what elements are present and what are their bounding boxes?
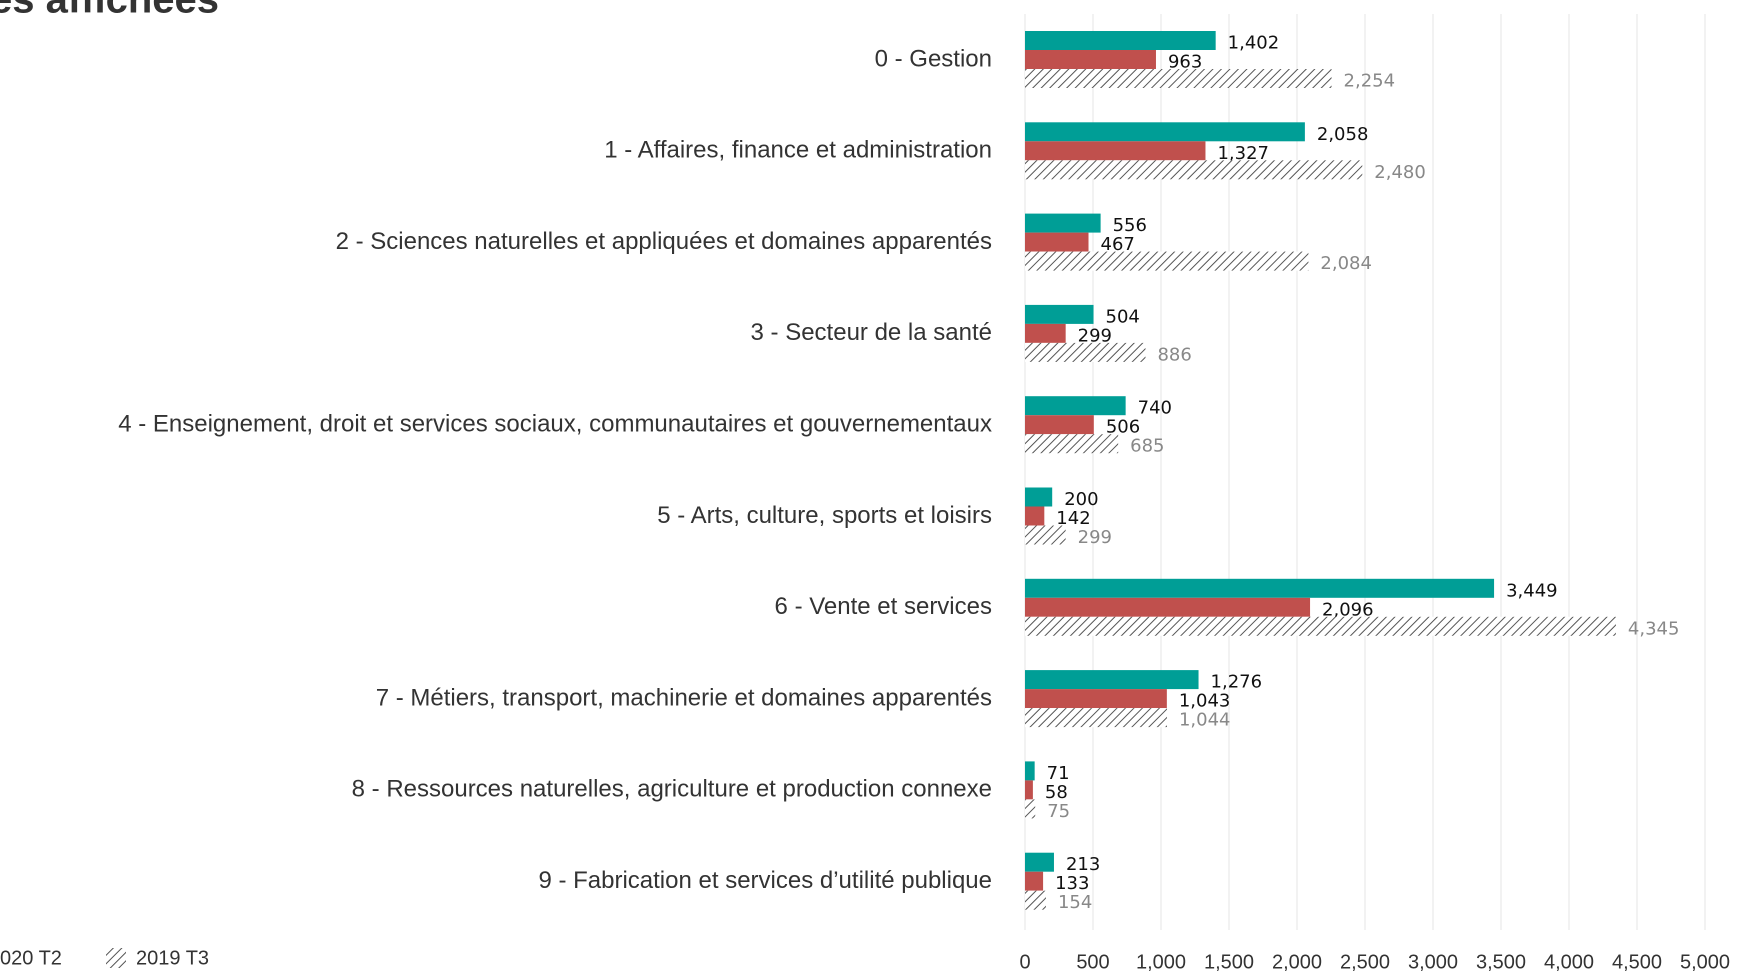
value-label: 2,254 xyxy=(1344,71,1396,92)
value-label: 556 xyxy=(1113,215,1147,236)
bar xyxy=(1025,597,1311,617)
bar xyxy=(1025,141,1206,161)
bar xyxy=(1025,160,1363,180)
value-label: 2,480 xyxy=(1374,162,1426,183)
legend-label: 020 T2 xyxy=(0,947,62,969)
bar xyxy=(1025,689,1167,709)
bar xyxy=(1025,69,1332,88)
x-tick-label: 4,000 xyxy=(1544,951,1594,971)
bar xyxy=(1025,670,1199,690)
value-label: 299 xyxy=(1078,325,1112,346)
bar xyxy=(1025,434,1119,454)
category-label: 3 - Secteur de la santé xyxy=(751,319,992,346)
category-label: 8 - Ressources naturelles, agriculture e… xyxy=(352,776,992,803)
x-tick-label: 1,500 xyxy=(1204,951,1254,971)
value-label: 213 xyxy=(1066,854,1100,875)
value-label: 886 xyxy=(1157,344,1191,365)
value-label: 685 xyxy=(1130,436,1164,457)
bar xyxy=(1025,616,1616,636)
bar xyxy=(1025,251,1309,271)
bar xyxy=(1025,342,1146,362)
value-label: 2,096 xyxy=(1322,599,1374,620)
category-label: 5 - Arts, culture, sports et loisirs xyxy=(657,502,992,529)
category-label: 6 - Vente et services xyxy=(775,593,992,620)
value-label: 3,449 xyxy=(1506,580,1558,601)
x-tick-label: 2,500 xyxy=(1340,951,1390,971)
category-label: 0 - Gestion xyxy=(875,45,992,72)
value-label: 4,345 xyxy=(1628,618,1680,639)
value-label: 2,084 xyxy=(1320,253,1372,274)
value-label: 58 xyxy=(1045,782,1068,803)
value-label: 2,058 xyxy=(1317,124,1369,145)
x-tick-label: 1,000 xyxy=(1136,951,1186,971)
value-label: 75 xyxy=(1047,801,1070,822)
bar xyxy=(1025,578,1495,598)
bar xyxy=(1025,708,1167,728)
bar xyxy=(1025,525,1066,545)
category-label: 7 - Métiers, transport, machinerie et do… xyxy=(376,684,992,711)
bar xyxy=(1025,780,1033,800)
x-tick-label: 4,500 xyxy=(1612,951,1662,971)
value-label: 504 xyxy=(1106,306,1140,327)
bar xyxy=(1025,50,1156,69)
value-label: 71 xyxy=(1047,763,1070,784)
value-label: 142 xyxy=(1056,508,1090,529)
bar xyxy=(1025,871,1044,891)
bar xyxy=(1025,122,1305,142)
bar xyxy=(1025,213,1101,233)
category-label: 9 - Fabrication et services d’utilité pu… xyxy=(538,867,992,894)
value-label: 1,327 xyxy=(1217,143,1269,164)
bar xyxy=(1025,323,1066,343)
value-label: 506 xyxy=(1106,417,1140,438)
value-label: 200 xyxy=(1064,489,1098,510)
x-tick-label: 3,500 xyxy=(1476,951,1526,971)
category-label: 2 - Sciences naturelles et appliquées et… xyxy=(336,228,992,255)
bar xyxy=(1025,396,1126,416)
bar xyxy=(1025,415,1094,435)
x-tick-label: 500 xyxy=(1076,951,1109,971)
bar xyxy=(1025,852,1054,872)
x-tick-label: 5,000 xyxy=(1680,951,1730,971)
value-label: 740 xyxy=(1138,398,1172,419)
value-label: 154 xyxy=(1058,892,1092,913)
x-tick-label: 2,000 xyxy=(1272,951,1322,971)
chart-title: es affichées xyxy=(0,0,219,22)
bar xyxy=(1025,487,1053,507)
value-label: 1,043 xyxy=(1179,691,1231,712)
legend-swatch xyxy=(106,948,126,968)
value-label: 1,044 xyxy=(1179,710,1231,731)
value-label: 1,402 xyxy=(1228,33,1280,54)
bar xyxy=(1025,890,1046,910)
legend-label: 2019 T3 xyxy=(136,947,209,969)
category-label: 1 - Affaires, finance et administration xyxy=(604,137,992,164)
category-label: 4 - Enseignement, droit et services soci… xyxy=(118,411,992,438)
x-tick-label: 3,000 xyxy=(1408,951,1458,971)
value-label: 963 xyxy=(1168,52,1202,73)
value-label: 1,276 xyxy=(1211,672,1263,693)
bar xyxy=(1025,761,1035,781)
bar xyxy=(1025,31,1216,50)
x-tick-label: 0 xyxy=(1019,951,1030,971)
bar xyxy=(1025,232,1089,252)
bar xyxy=(1025,799,1036,819)
value-label: 299 xyxy=(1078,527,1112,548)
value-label: 467 xyxy=(1101,234,1135,255)
bar xyxy=(1025,304,1094,324)
value-label: 133 xyxy=(1055,873,1089,894)
bar xyxy=(1025,506,1045,526)
